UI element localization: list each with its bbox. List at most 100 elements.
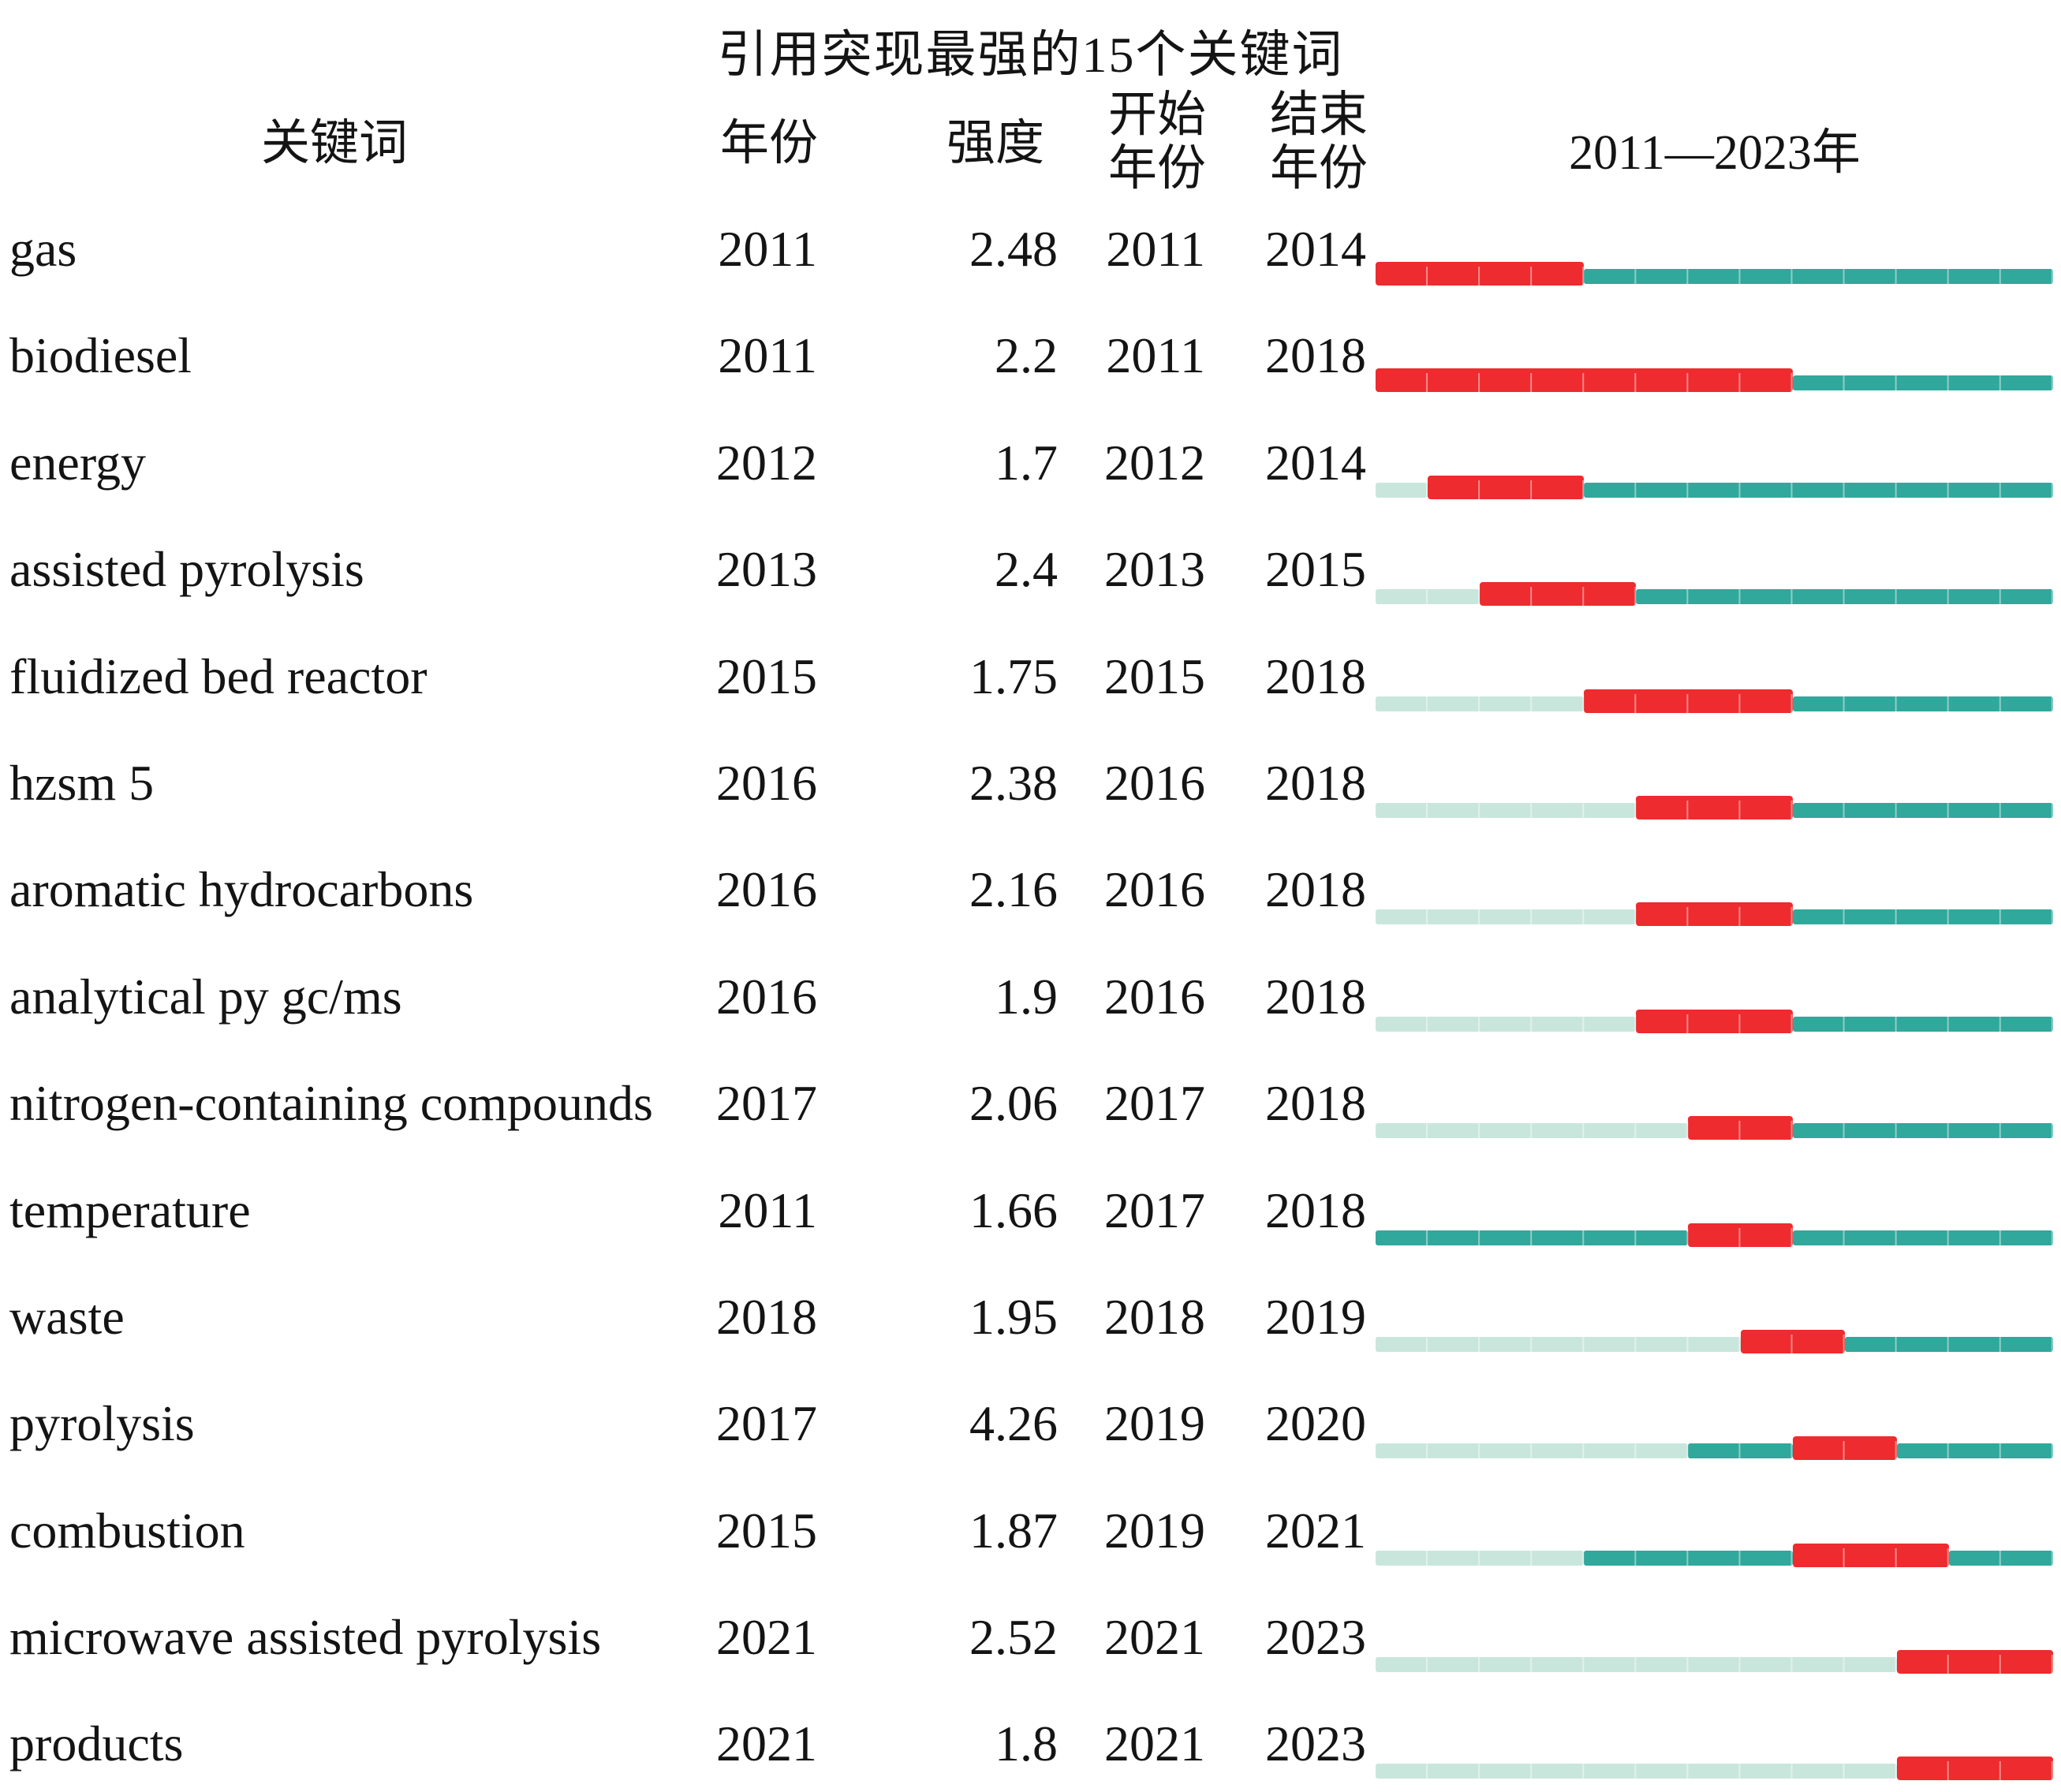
timeline-segment-burst <box>1740 1329 1845 1353</box>
table-row: biodiesel 2011 2.2 2011 2018 <box>0 305 2061 412</box>
begin-year-cell: 2013 <box>1104 541 1205 598</box>
timeline-range-header: 2011—2023年 <box>1569 126 1861 180</box>
end-year-cell: 2018 <box>1265 754 1366 811</box>
timeline-segment-burst <box>1688 1223 1793 1247</box>
table-row: pyrolysis 2017 4.26 2019 2020 <box>0 1373 2061 1480</box>
timeline-segment-active <box>1792 1123 2053 1139</box>
begin-year-cell: 2017 <box>1104 1075 1205 1132</box>
timeline-segment-active <box>1636 589 2053 605</box>
keyword-cell: biodiesel <box>9 327 192 384</box>
year-cell: 2011 <box>718 1182 817 1238</box>
timeline-segment-active <box>1792 1230 2053 1245</box>
timeline-segment-burst <box>1896 1650 2053 1674</box>
burst-timeline-bar <box>1376 902 2053 927</box>
table-row: products 2021 1.8 2021 2023 <box>0 1693 2061 1792</box>
burst-timeline-bar <box>1376 1009 2053 1033</box>
begin-year-cell: 2011 <box>1106 221 1205 277</box>
keyword-cell: analytical py gc/ms <box>9 968 402 1025</box>
timeline-segment-active <box>1792 1016 2053 1032</box>
end-year-cell: 2019 <box>1265 1288 1366 1345</box>
table-row: microwave assisted pyrolysis 2021 2.52 2… <box>0 1587 2061 1693</box>
timeline-segment-active <box>1792 696 2053 711</box>
begin-year-cell: 2019 <box>1104 1395 1205 1452</box>
timeline-segment-active <box>1584 269 2053 284</box>
begin-year-cell: 2021 <box>1104 1715 1205 1772</box>
column-header-strength: 强度 <box>946 117 1045 170</box>
burst-timeline-bar <box>1376 1223 2053 1247</box>
burst-timeline-bar <box>1376 1650 2053 1674</box>
keyword-cell: gas <box>9 221 77 277</box>
begin-year-cell: 2015 <box>1104 648 1205 704</box>
strength-cell: 1.95 <box>969 1288 1058 1345</box>
begin-year-cell: 2018 <box>1104 1288 1205 1345</box>
strength-cell: 2.06 <box>969 1075 1058 1132</box>
table-row: waste 2018 1.95 2018 2019 <box>0 1267 2061 1373</box>
year-cell: 2012 <box>716 434 817 491</box>
timeline-segment-active <box>1584 1550 1793 1566</box>
timeline-segment-preappearance <box>1376 1123 1689 1139</box>
end-year-cell: 2021 <box>1265 1502 1366 1559</box>
end-year-cell: 2018 <box>1265 1182 1366 1238</box>
timeline-segment-burst <box>1688 1116 1793 1141</box>
timeline-segment-burst <box>1792 1436 1897 1461</box>
burst-timeline-bar <box>1376 795 2053 819</box>
timeline-segment-burst <box>1376 262 1585 286</box>
timeline-segment-burst <box>1896 1757 2053 1781</box>
timeline-segment-active <box>1584 482 2053 498</box>
timeline-segment-burst <box>1636 1009 1793 1033</box>
end-year-cell: 2014 <box>1265 434 1366 491</box>
keyword-cell: aromatic hydrocarbons <box>9 861 474 918</box>
year-cell: 2015 <box>716 648 817 704</box>
keyword-cell: waste <box>9 1288 125 1345</box>
timeline-segment-burst <box>1636 902 1793 927</box>
table-body: gas 2011 2.48 2011 2014 biodiesel 2011 2… <box>0 199 2061 1792</box>
strength-cell: 2.38 <box>969 754 1058 811</box>
end-year-cell: 2018 <box>1265 1075 1366 1132</box>
timeline-segment-burst <box>1584 689 1793 713</box>
begin-year-cell: 2021 <box>1104 1609 1205 1666</box>
table-row: fluidized bed reactor 2015 1.75 2015 201… <box>0 626 2061 733</box>
end-year-cell: 2018 <box>1265 327 1366 384</box>
end-year-cell: 2018 <box>1265 648 1366 704</box>
burst-timeline-bar <box>1376 1543 2053 1567</box>
keyword-cell: assisted pyrolysis <box>9 541 364 598</box>
timeline-segment-burst <box>1480 582 1637 607</box>
timeline-segment-active <box>1792 802 2053 818</box>
year-cell: 2016 <box>716 968 817 1025</box>
year-cell: 2017 <box>716 1395 817 1452</box>
year-cell: 2011 <box>718 221 817 277</box>
year-cell: 2017 <box>716 1075 817 1132</box>
end-year-cell: 2014 <box>1265 221 1366 277</box>
year-cell: 2018 <box>716 1288 817 1345</box>
begin-year-cell: 2019 <box>1104 1502 1205 1559</box>
burst-timeline-bar <box>1376 1757 2053 1781</box>
table-row: gas 2011 2.48 2011 2014 <box>0 199 2061 305</box>
begin-year-cell: 2016 <box>1104 861 1205 918</box>
timeline-segment-preappearance <box>1376 1016 1637 1032</box>
strength-cell: 2.2 <box>995 327 1058 384</box>
year-cell: 2016 <box>716 861 817 918</box>
keyword-cell: products <box>9 1715 184 1772</box>
keyword-cell: nitrogen-containing compounds <box>9 1075 653 1132</box>
strength-cell: 1.7 <box>995 434 1058 491</box>
strength-cell: 1.9 <box>995 968 1058 1025</box>
timeline-segment-active <box>1688 1443 1793 1459</box>
timeline-segment-active <box>1948 1550 2053 1566</box>
begin-year-cell: 2016 <box>1104 968 1205 1025</box>
keyword-cell: energy <box>9 434 146 491</box>
strength-cell: 1.87 <box>969 1502 1058 1559</box>
timeline-segment-preappearance <box>1376 1336 1741 1352</box>
burst-timeline-bar <box>1376 368 2053 393</box>
timeline-segment-burst <box>1792 1543 1949 1567</box>
timeline-segment-preappearance <box>1376 802 1637 818</box>
year-cell: 2011 <box>718 327 817 384</box>
timeline-segment-preappearance <box>1376 1550 1585 1566</box>
table-row: temperature 2011 1.66 2017 2018 <box>0 1160 2061 1267</box>
timeline-segment-preappearance <box>1376 909 1637 925</box>
strength-cell: 2.52 <box>969 1609 1058 1666</box>
begin-year-cell: 2011 <box>1106 327 1205 384</box>
timeline-segment-preappearance <box>1376 1443 1689 1459</box>
begin-year-cell: 2012 <box>1104 434 1205 491</box>
table-row: combustion 2015 1.87 2019 2021 <box>0 1480 2061 1587</box>
